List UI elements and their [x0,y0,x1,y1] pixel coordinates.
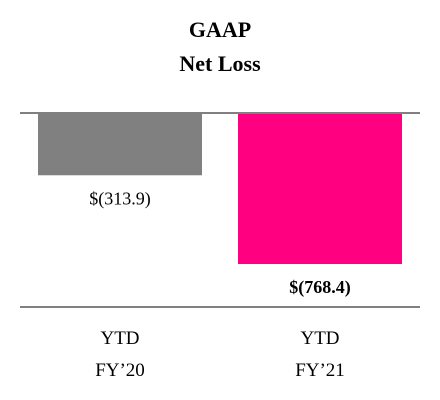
category-ticks-group: YTD FY’20 YTD FY’21 [95,328,345,381]
bar-2 [238,114,402,264]
chart-title-line-2: Net Loss [179,51,261,76]
category-label-2-line-1: YTD [300,328,339,349]
bars-group: $(313.9) $(768.4) [38,114,402,298]
category-label-1-line-2: FY’20 [95,360,145,381]
chart-title-line-1: GAAP [189,17,251,42]
category-label-1-line-1: YTD [100,328,139,349]
category-label-2-line-2: FY’21 [295,360,345,381]
data-label-1: $(313.9) [89,188,151,209]
bar-1 [38,114,202,176]
data-label-2: $(768.4) [289,277,351,298]
